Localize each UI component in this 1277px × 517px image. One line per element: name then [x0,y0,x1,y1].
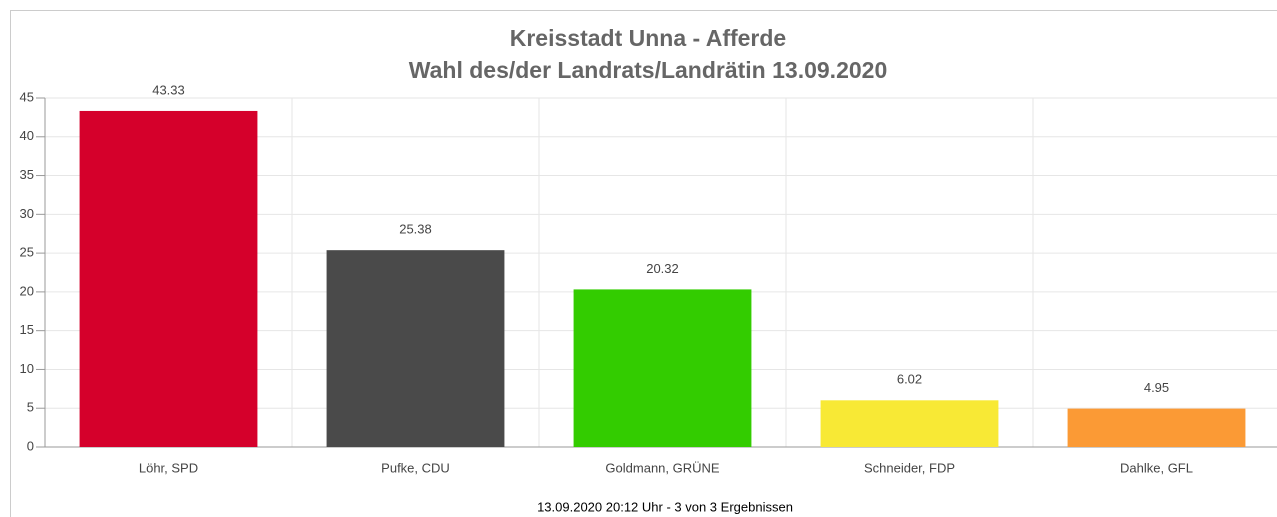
data-label: 20.32 [646,261,679,276]
y-tick-label: 35 [20,167,34,182]
data-label: 43.33 [152,82,185,97]
y-tick-label: 20 [20,283,34,298]
y-tick-label: 40 [20,128,34,143]
y-tick-label: 5 [27,400,34,415]
frame [10,10,1277,517]
data-label: 4.95 [1144,380,1169,395]
x-tick-label: Pufke, CDU [381,460,450,475]
y-tick-label: 30 [20,206,34,221]
y-tick-label: 15 [20,322,34,337]
y-tick-label: 0 [27,438,34,453]
x-tick-label: Dahlke, GFL [1120,460,1193,475]
y-tick-label: 10 [20,361,34,376]
chart-subtitle: Wahl des/der Landrats/Landrätin 13.09.20… [409,57,888,83]
data-label: 25.38 [399,222,432,237]
data-label: 6.02 [897,372,922,387]
bar [326,250,505,447]
bar [79,110,258,447]
bar [573,289,752,447]
footnote: 13.09.2020 20:12 Uhr - 3 von 3 Ergebniss… [537,499,793,514]
y-tick-label: 45 [20,89,34,104]
bar [820,400,999,447]
x-tick-label: Schneider, FDP [864,460,955,475]
x-tick-label: Löhr, SPD [139,460,198,475]
chart-title: Kreisstadt Unna - Afferde [510,25,786,51]
y-tick-label: 25 [20,245,34,260]
x-tick-label: Goldmann, GRÜNE [605,460,719,475]
bar [1067,408,1246,447]
